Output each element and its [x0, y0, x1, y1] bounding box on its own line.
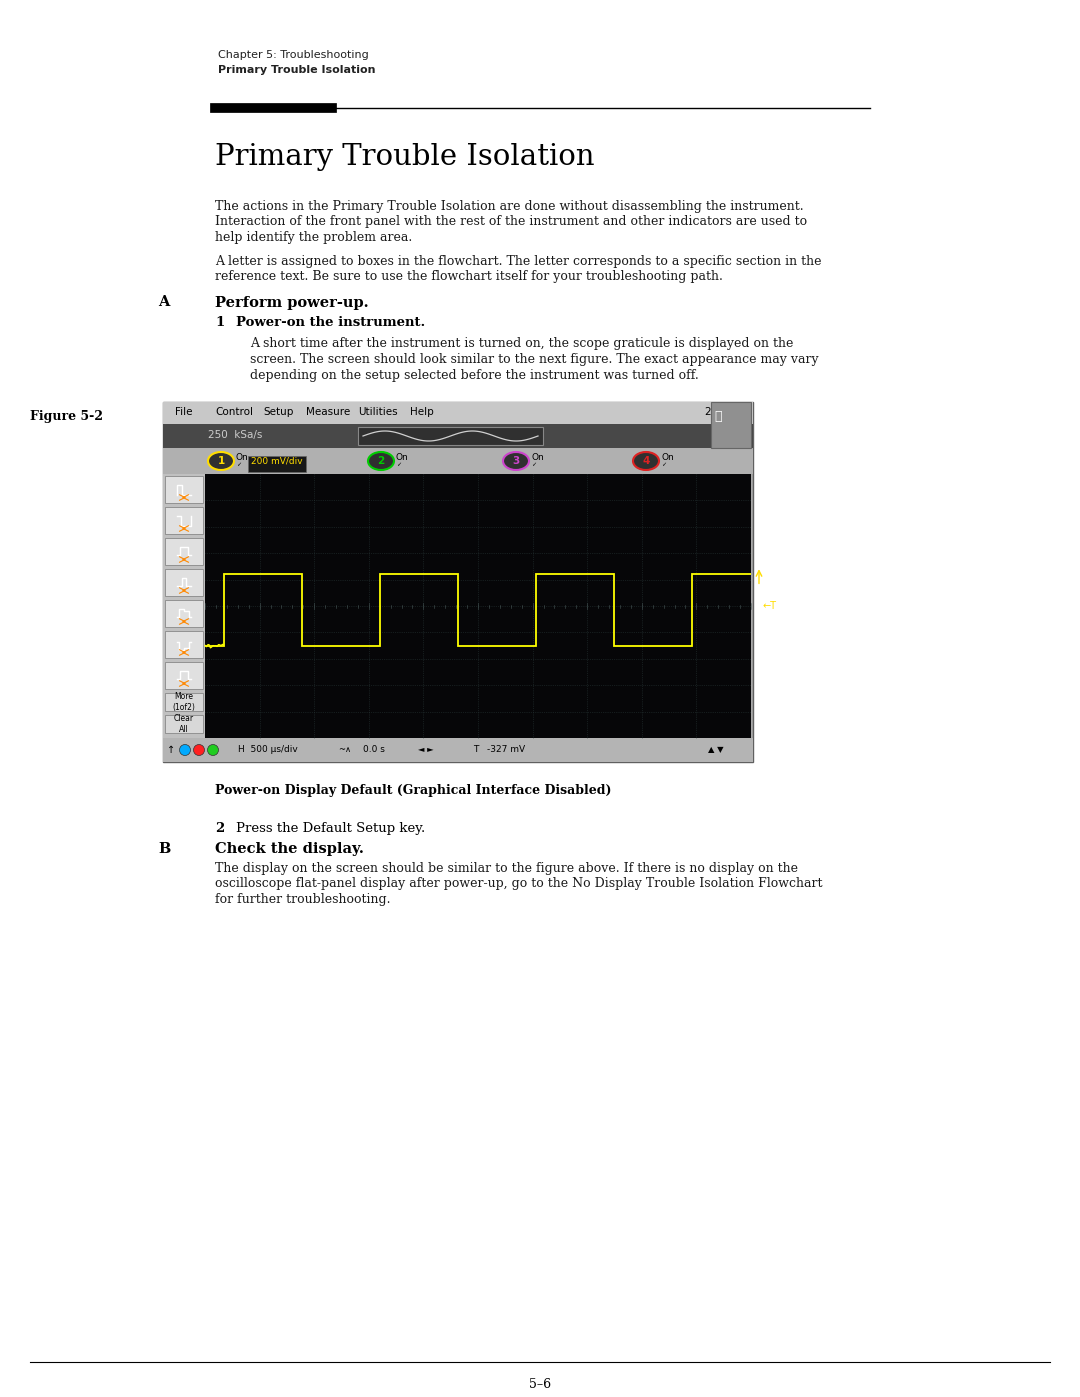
- Text: The display on the screen should be similar to the figure above. If there is no : The display on the screen should be simi…: [215, 862, 798, 875]
- Text: 250  kSa/s: 250 kSa/s: [208, 430, 262, 440]
- Text: Power-on the instrument.: Power-on the instrument.: [237, 316, 426, 328]
- Bar: [711, 402, 751, 448]
- Text: 5–6: 5–6: [529, 1377, 551, 1391]
- Text: ✓: ✓: [396, 462, 402, 467]
- Text: ↑: ↑: [167, 745, 175, 754]
- Text: ⬜: ⬜: [714, 409, 721, 422]
- Text: A letter is assigned to boxes in the flowchart. The letter corresponds to a spec: A letter is assigned to boxes in the flo…: [215, 254, 822, 267]
- Text: Interaction of the front panel with the rest of the instrument and other indicat: Interaction of the front panel with the …: [215, 215, 807, 229]
- Text: depending on the setup selected before the instrument was turned off.: depending on the setup selected before t…: [249, 369, 699, 381]
- Text: 2:47 PM: 2:47 PM: [705, 407, 747, 416]
- Bar: [248, 455, 306, 472]
- Text: for further troubleshooting.: for further troubleshooting.: [215, 893, 391, 907]
- Bar: [163, 474, 205, 738]
- Ellipse shape: [633, 453, 659, 469]
- Text: 2: 2: [215, 821, 225, 835]
- Text: 2: 2: [377, 455, 384, 467]
- Text: B: B: [158, 842, 171, 856]
- Bar: [165, 507, 203, 534]
- Text: 200 mV/div: 200 mV/div: [252, 457, 302, 467]
- Text: ~∧: ~∧: [338, 745, 351, 754]
- Text: The actions in the Primary Trouble Isolation are done without disassembling the : The actions in the Primary Trouble Isola…: [215, 200, 804, 212]
- Text: Perform power-up.: Perform power-up.: [215, 296, 368, 310]
- Bar: [165, 631, 203, 658]
- Text: Chapter 5: Troubleshooting: Chapter 5: Troubleshooting: [218, 50, 368, 60]
- Bar: [165, 569, 203, 597]
- Bar: [163, 448, 753, 474]
- Text: More
(1of2): More (1of2): [173, 693, 195, 711]
- Text: ▲ ▼: ▲ ▼: [708, 745, 724, 754]
- Text: reference text. Be sure to use the flowchart itself for your troubleshooting pat: reference text. Be sure to use the flowc…: [215, 270, 723, 284]
- Text: H  500 μs/div: H 500 μs/div: [238, 745, 298, 754]
- Text: 1: 1: [215, 316, 225, 328]
- Text: oscilloscope flat-panel display after power-up, go to the No Display Trouble Iso: oscilloscope flat-panel display after po…: [215, 877, 823, 890]
- Text: Press the Default Setup key.: Press the Default Setup key.: [237, 821, 426, 835]
- Bar: [165, 693, 203, 711]
- Text: Help: Help: [410, 407, 434, 416]
- Ellipse shape: [208, 453, 234, 469]
- Text: On: On: [237, 453, 248, 462]
- Text: 1: 1: [217, 455, 225, 467]
- Circle shape: [193, 745, 204, 756]
- Text: A short time after the instrument is turned on, the scope graticule is displayed: A short time after the instrument is tur…: [249, 338, 794, 351]
- Text: ✓: ✓: [531, 462, 537, 467]
- Text: ✓: ✓: [661, 462, 666, 467]
- Bar: [163, 402, 753, 425]
- Text: Clear
All: Clear All: [174, 714, 194, 733]
- Text: Primary Trouble Isolation: Primary Trouble Isolation: [218, 66, 376, 75]
- Text: A: A: [158, 296, 170, 310]
- Bar: [205, 474, 751, 738]
- Bar: [357, 427, 543, 446]
- Ellipse shape: [368, 453, 394, 469]
- Text: 0.0 s: 0.0 s: [363, 745, 384, 754]
- Bar: [163, 402, 753, 761]
- Bar: [165, 476, 203, 503]
- Text: T   -327 mV: T -327 mV: [473, 745, 525, 754]
- Text: ✓: ✓: [237, 462, 241, 467]
- Bar: [165, 538, 203, 564]
- Bar: [163, 738, 753, 761]
- Bar: [165, 599, 203, 627]
- Bar: [163, 425, 753, 448]
- Text: 4: 4: [643, 455, 650, 467]
- Circle shape: [179, 745, 190, 756]
- Text: ←T: ←T: [762, 601, 777, 610]
- Text: help identify the problem area.: help identify the problem area.: [215, 231, 413, 244]
- Text: On: On: [531, 453, 543, 462]
- Bar: [165, 662, 203, 689]
- Text: Figure 5-2: Figure 5-2: [30, 409, 103, 423]
- Text: File: File: [175, 407, 192, 416]
- Text: Measure: Measure: [306, 407, 350, 416]
- Text: Setup: Setup: [264, 407, 294, 416]
- Text: 3: 3: [512, 455, 519, 467]
- Text: Control: Control: [215, 407, 253, 416]
- Circle shape: [207, 745, 218, 756]
- Text: ◄ ►: ◄ ►: [418, 745, 436, 754]
- Text: screen. The screen should look similar to the next figure. The exact appearance : screen. The screen should look similar t…: [249, 353, 819, 366]
- Text: Primary Trouble Isolation: Primary Trouble Isolation: [215, 142, 594, 170]
- Ellipse shape: [503, 453, 529, 469]
- Text: Check the display.: Check the display.: [215, 842, 364, 856]
- Text: Utilities: Utilities: [357, 407, 397, 416]
- Text: On: On: [661, 453, 674, 462]
- Text: Power-on Display Default (Graphical Interface Disabled): Power-on Display Default (Graphical Inte…: [215, 784, 611, 798]
- Bar: [165, 715, 203, 733]
- Text: On: On: [396, 453, 408, 462]
